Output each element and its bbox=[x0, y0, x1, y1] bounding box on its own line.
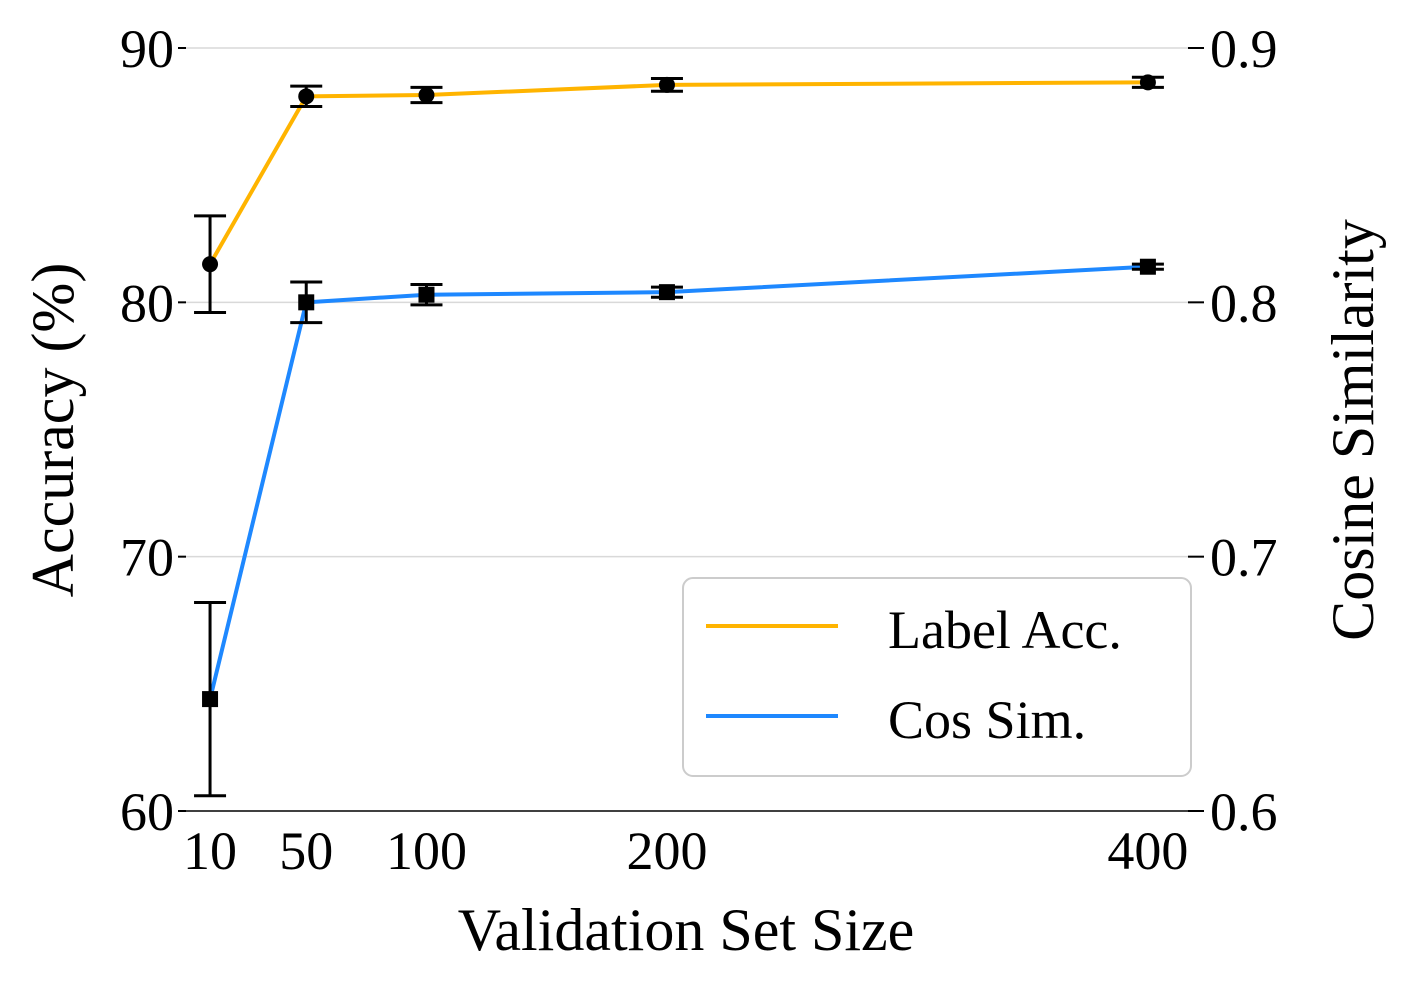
series-line-label-acc bbox=[208, 80, 1148, 266]
x-tick-label: 100 bbox=[386, 821, 467, 881]
data-point bbox=[418, 286, 435, 303]
legend-label-label-acc: Label Acc. bbox=[888, 600, 1122, 660]
left-tick-label: 60 bbox=[120, 782, 174, 842]
data-point bbox=[298, 88, 315, 105]
left-tick-label: 80 bbox=[120, 273, 174, 333]
right-axis-title: Cosine Similarity bbox=[1320, 219, 1386, 641]
x-tick-label: 400 bbox=[1107, 821, 1188, 881]
left-tick-label: 70 bbox=[120, 528, 174, 588]
x-axis-ticks: 10 50 100 200 400 bbox=[183, 821, 1188, 881]
data-point bbox=[1139, 258, 1156, 275]
grid-lines bbox=[186, 47, 1196, 558]
data-point bbox=[202, 691, 219, 708]
left-axis-title: Accuracy (%) bbox=[20, 263, 86, 598]
legend-label-cos-sim: Cos Sim. bbox=[888, 690, 1086, 750]
data-point bbox=[658, 284, 675, 301]
right-tick-label: 0.7 bbox=[1210, 528, 1278, 588]
legend: Label Acc. Cos Sim. bbox=[682, 577, 1192, 777]
left-axis-ticks: 60 70 80 90 bbox=[120, 19, 186, 842]
right-axis-ticks: 0.6 0.7 0.8 0.9 bbox=[1188, 19, 1278, 842]
left-tick-label: 90 bbox=[120, 19, 174, 79]
right-tick-label: 0.8 bbox=[1210, 273, 1278, 333]
series-layer bbox=[194, 74, 1164, 798]
data-point bbox=[418, 87, 435, 104]
x-tick-label: 50 bbox=[279, 821, 333, 881]
data-point bbox=[202, 256, 219, 273]
right-tick-label: 0.6 bbox=[1210, 782, 1278, 842]
series-label-acc bbox=[194, 74, 1164, 315]
data-point bbox=[298, 294, 315, 311]
data-point bbox=[658, 76, 675, 93]
right-tick-label: 0.9 bbox=[1210, 19, 1278, 79]
x-axis-title: Validation Set Size bbox=[458, 897, 915, 963]
x-tick-label: 10 bbox=[183, 821, 237, 881]
series-cos-sim bbox=[194, 258, 1164, 798]
x-tick-label: 200 bbox=[626, 821, 707, 881]
data-point bbox=[1139, 74, 1156, 91]
